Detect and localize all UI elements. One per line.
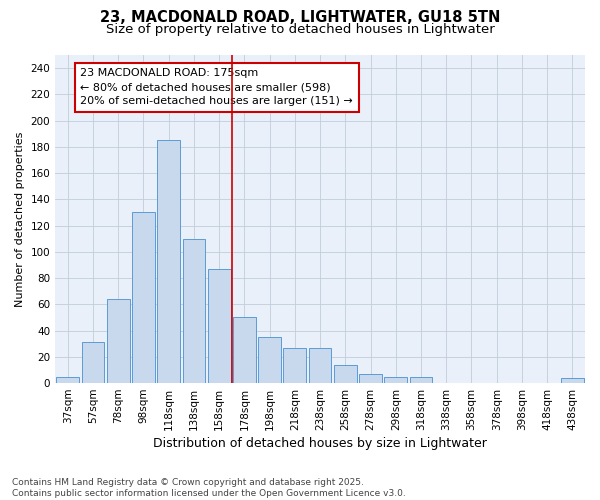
Bar [309, 348, 331, 383]
Text: 23, MACDONALD ROAD, LIGHTWATER, GU18 5TN: 23, MACDONALD ROAD, LIGHTWATER, GU18 5TN [100, 10, 500, 25]
X-axis label: Distribution of detached houses by size in Lightwater: Distribution of detached houses by size … [153, 437, 487, 450]
Text: Contains HM Land Registry data © Crown copyright and database right 2025.
Contai: Contains HM Land Registry data © Crown c… [12, 478, 406, 498]
Bar [107, 299, 130, 383]
Text: 23 MACDONALD ROAD: 175sqm
← 80% of detached houses are smaller (598)
20% of semi: 23 MACDONALD ROAD: 175sqm ← 80% of detac… [80, 68, 353, 106]
Bar [258, 337, 281, 383]
Bar [82, 342, 104, 383]
Bar [182, 238, 205, 383]
Bar [334, 364, 356, 383]
Bar [233, 318, 256, 383]
Bar [208, 269, 230, 383]
Bar [561, 378, 584, 383]
Bar [56, 376, 79, 383]
Bar [410, 376, 433, 383]
Bar [385, 376, 407, 383]
Text: Size of property relative to detached houses in Lightwater: Size of property relative to detached ho… [106, 22, 494, 36]
Bar [157, 140, 180, 383]
Bar [359, 374, 382, 383]
Y-axis label: Number of detached properties: Number of detached properties [15, 132, 25, 306]
Bar [283, 348, 306, 383]
Bar [132, 212, 155, 383]
